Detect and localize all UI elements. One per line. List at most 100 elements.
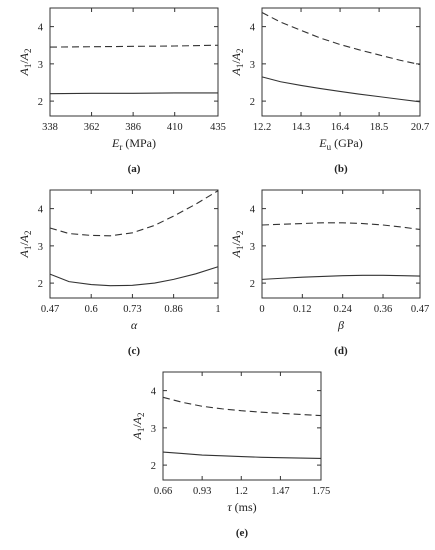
x-axis-label-unit: (MPa): [122, 136, 156, 150]
y-axis-label-sub1: 1: [235, 64, 245, 69]
x-axis-label-sub: r: [119, 142, 122, 152]
y-tick-label: 4: [38, 205, 44, 216]
y-axis-label-sub2: 2: [235, 230, 245, 235]
y-axis-label-sub2: 2: [23, 48, 33, 53]
y-axis-label-symbol2: A: [17, 52, 31, 61]
x-tick-label: 0.47: [41, 304, 59, 315]
x-tick-label: 16.4: [331, 122, 350, 133]
x-tick-label: 0.73: [123, 304, 141, 315]
y-axis-label-slash: /: [17, 60, 31, 64]
y-axis-label-symbol2: A: [17, 234, 31, 243]
x-axis-label: α: [131, 318, 138, 332]
y-axis-label-symbol: A: [17, 250, 31, 259]
chart-panel-4: 0 0.12 0.24 0.36 0.47 2 3 4 A1/A2 β (d): [229, 189, 429, 357]
panel-label: (e): [236, 527, 249, 539]
series-line-solid: [261, 274, 421, 280]
y-axis-label: A1/A2: [17, 48, 33, 76]
panel-label: (d): [334, 345, 348, 357]
y-axis-label-sub1: 1: [23, 64, 33, 69]
y-axis-label-sub2: 2: [235, 48, 245, 53]
x-axis-label-symbol: β: [337, 318, 344, 332]
panel-label: (a): [128, 163, 141, 175]
x-tick-label: 20.7: [411, 122, 429, 133]
x-tick-label: 0.86: [164, 304, 182, 315]
y-axis-label-symbol2: A: [229, 52, 243, 61]
y-axis-label-sub1: 1: [23, 246, 33, 251]
y-tick-label: 4: [250, 205, 256, 216]
series-line-dashed: [49, 44, 219, 48]
x-tick-label: 18.5: [370, 122, 388, 133]
x-axis-label: Eu (GPa): [318, 136, 363, 152]
x-tick-label: 386: [125, 122, 141, 133]
y-tick-label: 2: [38, 279, 43, 290]
x-tick-label: 1: [215, 304, 220, 315]
x-tick-label: 410: [167, 122, 183, 133]
x-axis-label: τ (ms): [227, 500, 256, 514]
panel-label: (b): [334, 163, 348, 175]
plot-frame: [49, 189, 219, 299]
x-tick-label: 14.3: [292, 122, 310, 133]
x-tick-label: 0.12: [293, 304, 311, 315]
x-tick-label: 0.24: [333, 304, 352, 315]
y-tick-label: 3: [38, 60, 43, 71]
y-axis-label-sub1: 1: [235, 246, 245, 251]
x-axis-label-unit: (ms): [232, 500, 257, 514]
y-tick-label: 3: [151, 424, 156, 435]
y-axis-label-symbol2: A: [229, 234, 243, 243]
series-line-solid: [162, 451, 322, 459]
y-axis-label-slash: /: [17, 242, 31, 246]
y-axis-label: A1/A2: [229, 230, 245, 258]
series-line-solid: [261, 76, 421, 103]
x-tick-label: 0.36: [374, 304, 392, 315]
x-tick-label: 0.47: [411, 304, 429, 315]
y-axis-label-symbol2: A: [130, 416, 144, 425]
y-tick-label: 3: [38, 242, 43, 253]
y-axis-label-symbol: A: [229, 250, 243, 259]
y-axis-label-symbol: A: [17, 68, 31, 77]
y-tick-label: 2: [250, 97, 255, 108]
x-tick-label: 12.2: [253, 122, 271, 133]
x-tick-label: 435: [210, 122, 226, 133]
y-tick-label: 3: [250, 60, 255, 71]
y-axis-label-sub2: 2: [23, 230, 33, 235]
x-tick-label: 1.75: [312, 486, 330, 497]
y-tick-label: 2: [151, 461, 156, 472]
y-axis-label-slash: /: [229, 60, 243, 64]
series-line-solid: [49, 92, 218, 95]
y-axis-label-symbol: A: [130, 432, 144, 441]
plot-frame: [162, 371, 322, 481]
y-tick-label: 2: [38, 97, 43, 108]
x-tick-label: 1.47: [271, 486, 289, 497]
series-line-dashed: [49, 190, 219, 237]
series-line-solid: [49, 266, 219, 287]
y-tick-label: 3: [250, 242, 255, 253]
x-tick-label: 0: [259, 304, 264, 315]
series-line-dashed: [261, 11, 421, 66]
x-tick-label: 1.2: [235, 486, 248, 497]
x-tick-label: 0.66: [154, 486, 172, 497]
x-tick-label: 338: [42, 122, 58, 133]
y-axis-label-sub2: 2: [136, 412, 146, 417]
y-axis-label: A1/A2: [130, 412, 146, 440]
y-axis-label-slash: /: [229, 242, 243, 246]
x-axis-label-symbol: α: [131, 318, 138, 332]
x-axis-label-unit: (GPa): [331, 136, 363, 150]
y-axis-label-sub1: 1: [136, 428, 146, 433]
y-tick-label: 4: [250, 23, 256, 34]
panel-label: (c): [128, 345, 141, 357]
x-axis-label-sub: u: [327, 142, 332, 152]
plot-frame: [261, 189, 421, 299]
y-axis-label: A1/A2: [229, 48, 245, 76]
y-axis-label: A1/A2: [17, 230, 33, 258]
plot-frame: [49, 7, 219, 117]
y-tick-label: 4: [38, 23, 44, 34]
x-axis-label-symbol: E: [318, 136, 327, 150]
y-tick-label: 4: [151, 387, 157, 398]
x-axis-label-symbol: E: [111, 136, 120, 150]
x-axis-label: β: [337, 318, 344, 332]
plot-frame: [261, 7, 421, 117]
